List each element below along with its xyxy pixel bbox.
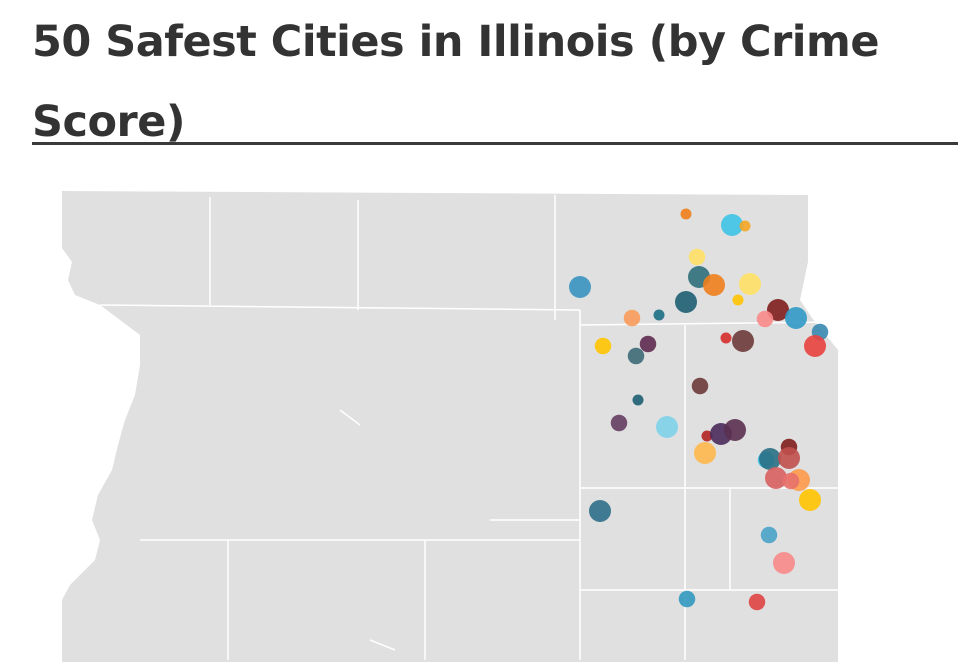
city-marker[interactable] xyxy=(748,593,766,611)
city-marker[interactable] xyxy=(799,489,821,511)
city-marker[interactable] xyxy=(785,307,807,329)
city-marker[interactable] xyxy=(675,291,697,313)
city-marker[interactable] xyxy=(680,208,692,220)
city-marker[interactable] xyxy=(656,416,678,438)
map-land xyxy=(62,191,838,662)
city-marker[interactable] xyxy=(694,442,716,464)
city-markers[interactable] xyxy=(569,208,829,611)
city-marker[interactable] xyxy=(756,310,774,328)
city-marker[interactable] xyxy=(653,309,665,321)
city-marker[interactable] xyxy=(732,330,754,352)
city-marker[interactable] xyxy=(594,337,612,355)
city-marker[interactable] xyxy=(639,335,657,353)
city-marker[interactable] xyxy=(688,248,706,266)
city-marker[interactable] xyxy=(760,526,778,544)
city-marker[interactable] xyxy=(610,414,628,432)
city-marker[interactable] xyxy=(765,467,787,489)
city-marker[interactable] xyxy=(732,294,744,306)
city-marker[interactable] xyxy=(623,309,641,327)
city-marker[interactable] xyxy=(569,276,591,298)
city-marker[interactable] xyxy=(759,448,781,470)
city-marker[interactable] xyxy=(724,419,746,441)
city-marker[interactable] xyxy=(767,299,789,321)
city-marker[interactable] xyxy=(627,347,645,365)
city-marker[interactable] xyxy=(678,590,696,608)
city-marker[interactable] xyxy=(691,377,709,395)
city-marker[interactable] xyxy=(632,394,644,406)
page-title: 50 Safest Cities in Illinois (by Crime S… xyxy=(32,17,880,147)
city-marker[interactable] xyxy=(739,220,751,232)
city-marker[interactable] xyxy=(782,472,800,490)
city-marker[interactable] xyxy=(804,335,826,357)
city-marker[interactable] xyxy=(721,214,743,236)
title-divider xyxy=(32,142,958,145)
city-marker[interactable] xyxy=(589,500,611,522)
city-marker[interactable] xyxy=(773,552,795,574)
city-marker[interactable] xyxy=(739,273,761,295)
city-marker[interactable] xyxy=(701,430,713,442)
city-marker[interactable] xyxy=(778,447,800,469)
city-marker[interactable] xyxy=(703,274,725,296)
city-marker[interactable] xyxy=(720,332,732,344)
